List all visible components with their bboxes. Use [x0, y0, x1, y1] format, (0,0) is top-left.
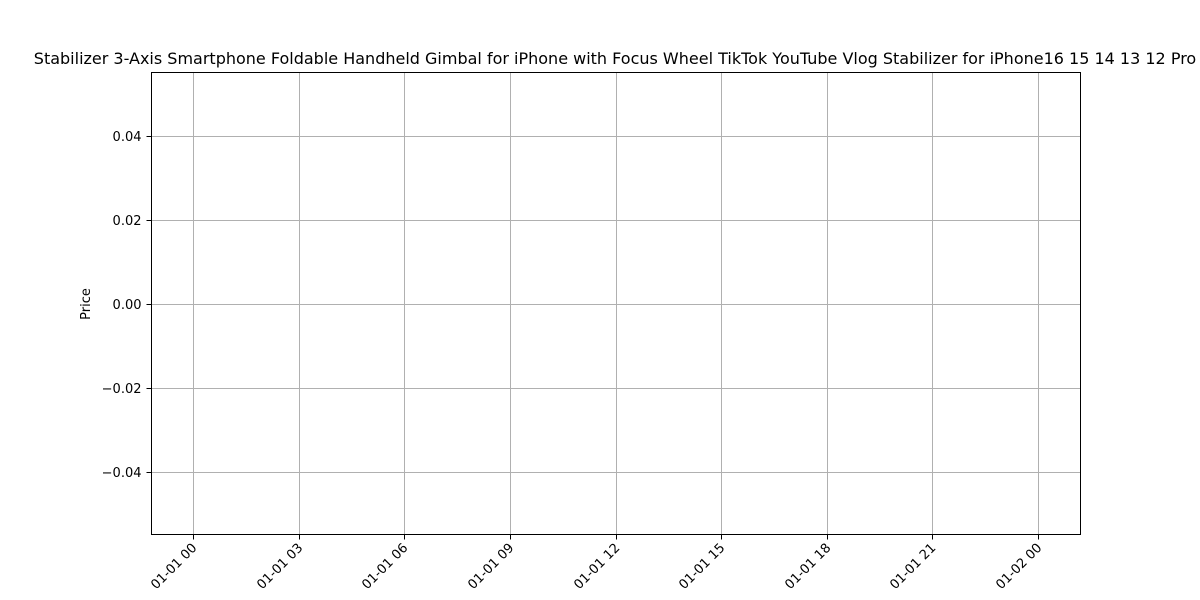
y-tick-label: 0.04	[113, 130, 142, 145]
y-axis: 0.04 0.02 0.00 −0.02 −0.04	[102, 130, 152, 481]
grid	[151, 72, 1081, 535]
y-tick-label: 0.02	[113, 214, 142, 229]
y-tick-label: 0.00	[113, 298, 142, 313]
y-tick-label: −0.04	[102, 466, 142, 481]
y-axis-label: Price	[79, 288, 94, 320]
chart-title: Stabilizer 3-Axis Smartphone Foldable Ha…	[34, 49, 1196, 68]
y-tick-label: −0.02	[102, 382, 142, 397]
